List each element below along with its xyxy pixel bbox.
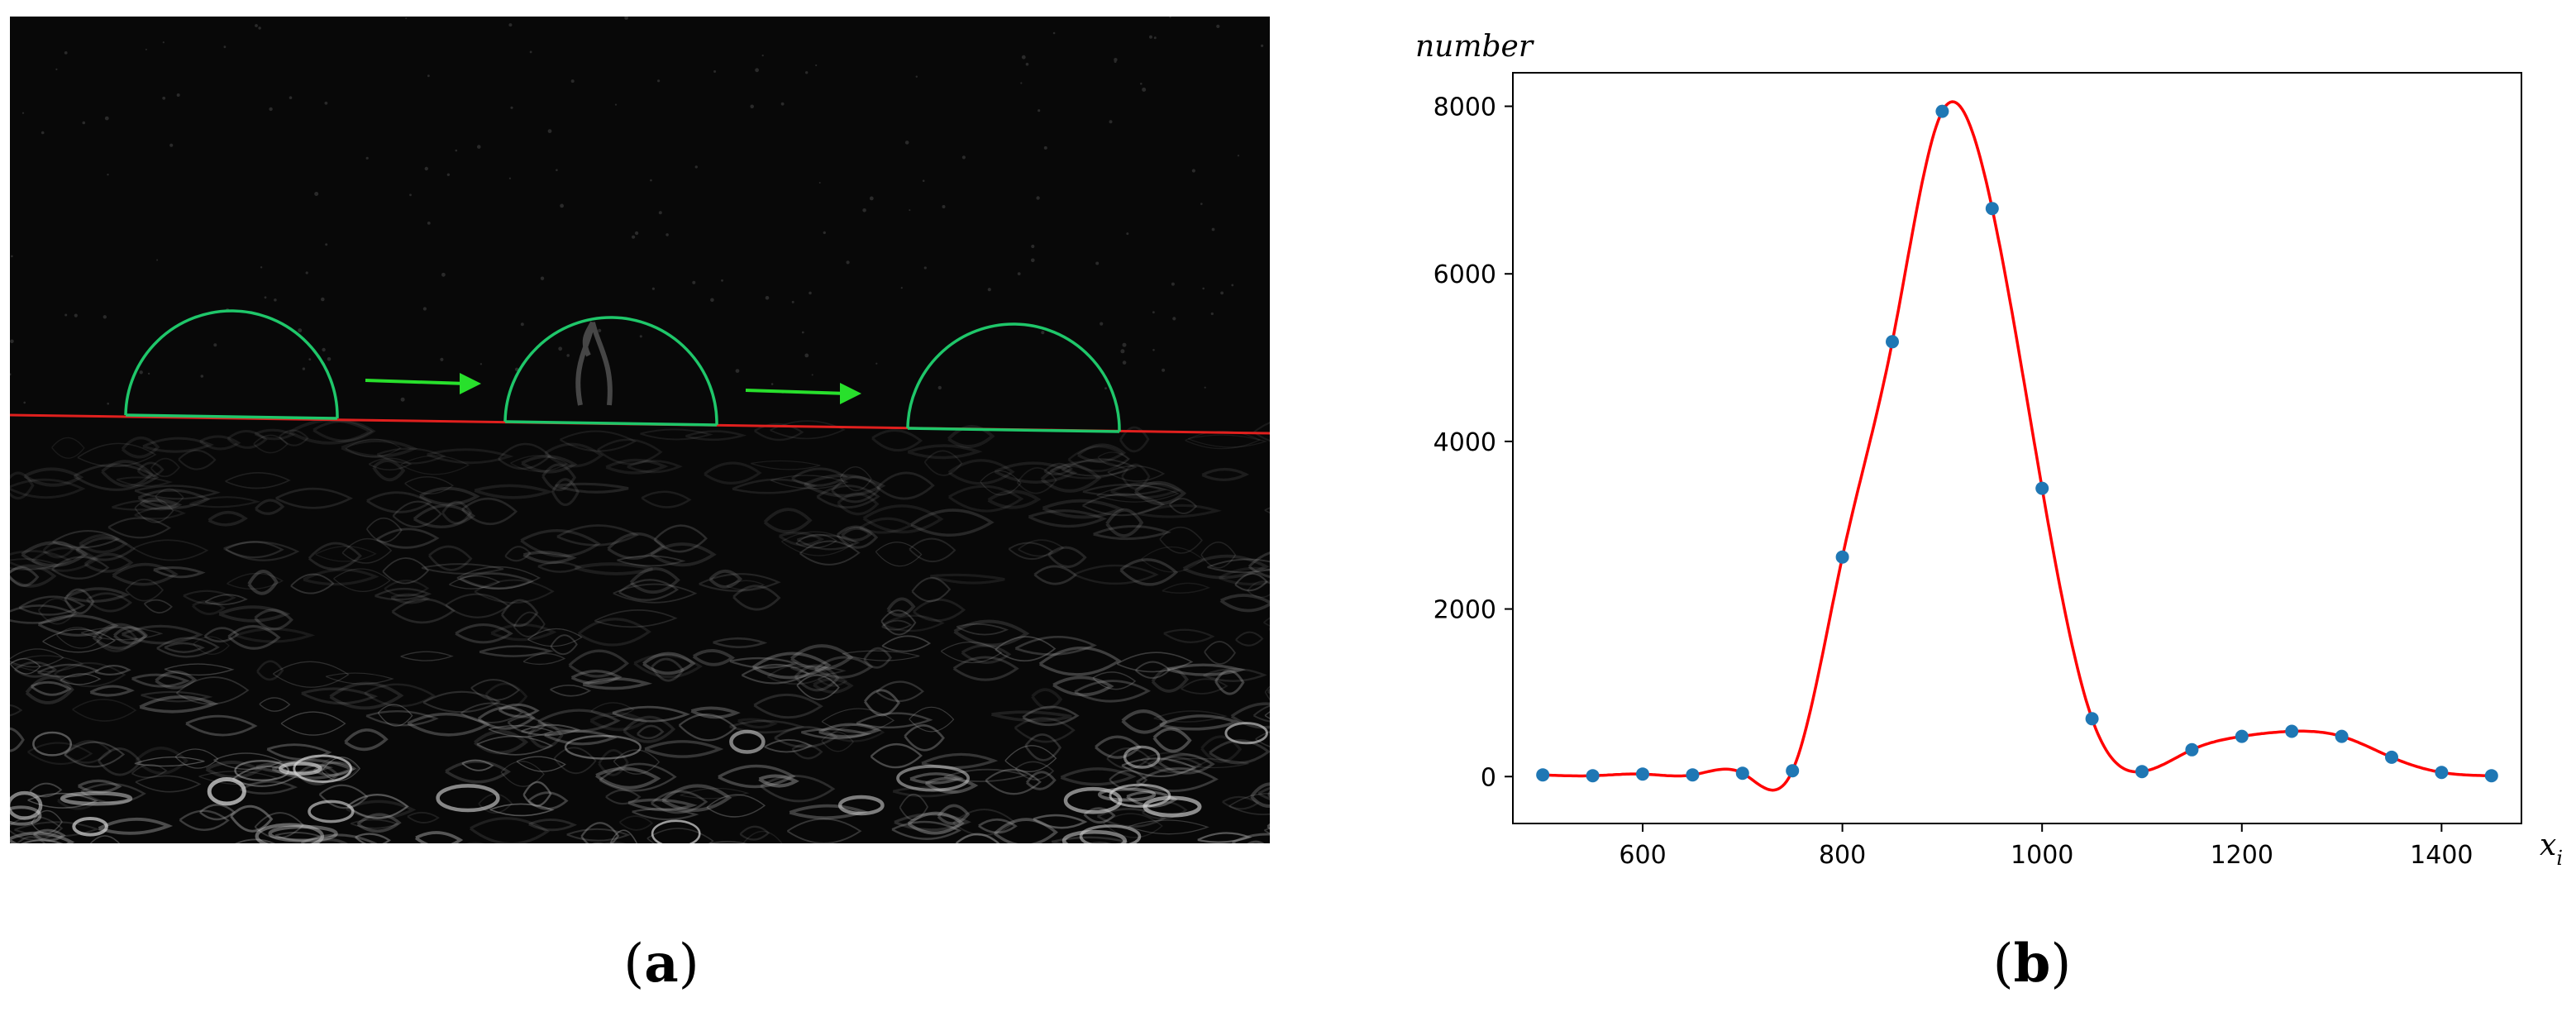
x-tick-label: 1000 [2011,841,2073,870]
x-tick-label: 1400 [2410,841,2473,870]
dome-chord [504,420,718,427]
fabric-texture [10,418,1270,843]
y-tick-label: 0 [1481,763,1496,792]
edge-image-panel [10,17,1270,843]
y-tick-label: 4000 [1433,428,1496,457]
data-point [1586,769,1600,783]
motion-arrow-2 [745,383,861,404]
x-axis-label: xi [2540,828,2563,870]
caption-a: (a) [623,933,699,995]
caption-a-letter: a [644,933,679,995]
data-point [1935,104,1949,118]
data-point [1735,766,1749,780]
arrow-shaft [365,379,467,385]
fitted-dome-3 [906,322,1121,433]
arrow-head [460,373,481,394]
dome-arc [906,322,1121,432]
data-point [1985,202,1999,216]
data-point [1686,768,1700,782]
data-point [2435,766,2449,780]
data-point [1786,764,1800,778]
edge-image [10,17,1270,843]
data-point [2185,742,2199,757]
dome-chord [125,413,338,420]
data-point [2035,481,2049,495]
fitted-dome-1 [124,309,339,420]
plot-frame [1512,72,2522,824]
arrow-shaft [745,389,847,395]
data-point [2085,712,2099,726]
y-axis-label: number [1415,30,1534,64]
arrow-head [840,383,861,404]
data-point [2235,729,2249,743]
data-point [2285,724,2299,738]
caption-b-letter: b [2013,933,2051,995]
x-tick-label: 600 [1619,841,1666,870]
data-point [2135,765,2149,779]
dome-arc [124,309,339,419]
motion-arrow-1 [365,373,481,394]
fitted-dome-2 [503,316,718,427]
distribution-chart-panel: number xi 600 800 1000 1200 1400 0 2000 4000 6000 8… [1339,17,2576,893]
y-tick-label: 6000 [1433,260,1496,289]
droplet-shadow [575,321,613,406]
data-point [1536,768,1550,782]
dome-arc [503,316,718,426]
data-point [2335,729,2349,743]
y-tick-label: 2000 [1433,596,1496,625]
y-tick-label: 8000 [1433,93,1496,122]
data-point [2385,750,2398,764]
background-noise [10,17,1264,405]
caption-b: (b) [1992,933,2072,995]
distribution-chart: number xi 600 800 1000 1200 1400 0 2000 4000 6000 8… [1415,30,2563,870]
data-point [2484,769,2498,783]
x-tick-label: 800 [1819,841,1866,870]
data-point [1636,767,1649,781]
data-point [1835,550,1849,564]
fitted-curve [1543,100,2492,792]
data-point [1886,335,1899,349]
dome-chord [907,427,1120,433]
x-tick-label: 1200 [2211,841,2273,870]
